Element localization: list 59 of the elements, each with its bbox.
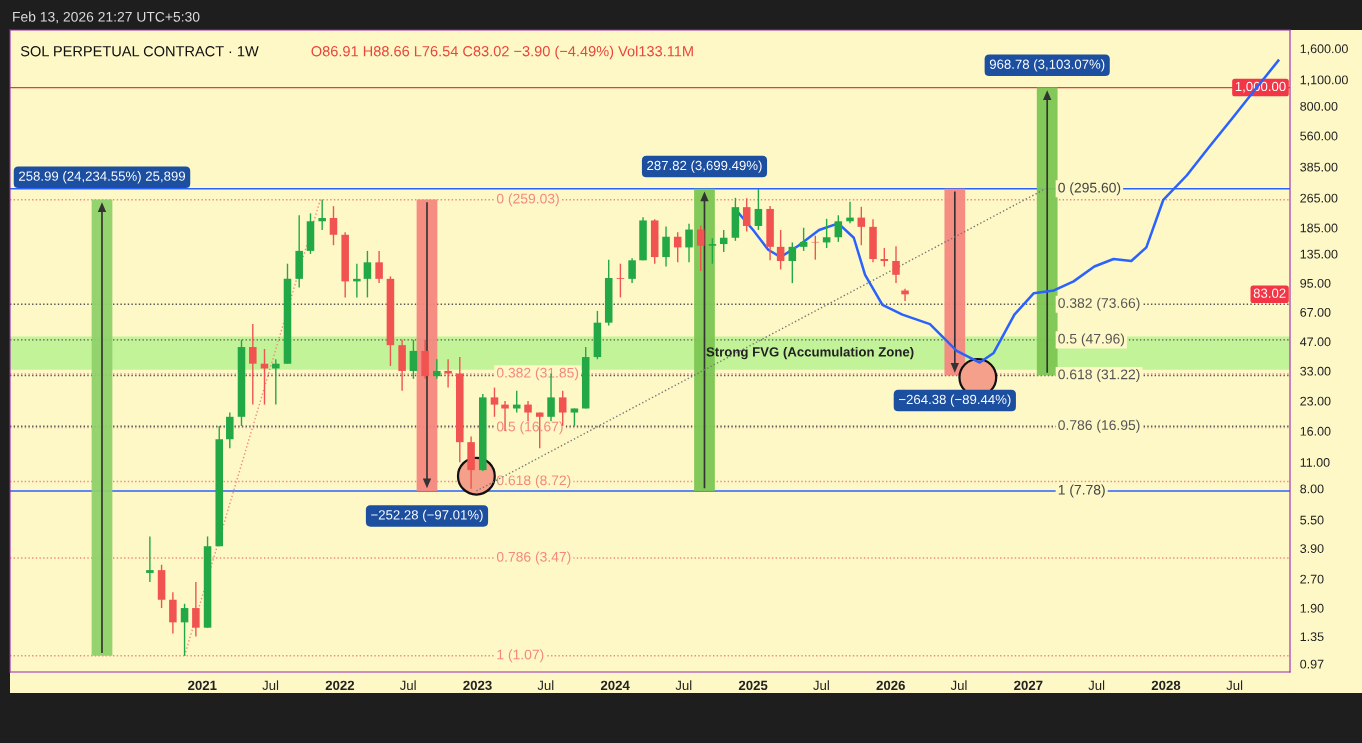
y-tick-label: 11.00 <box>1300 458 1330 467</box>
x-tick-label: Jul <box>262 680 279 691</box>
y-tick-label: 95.00 <box>1300 278 1331 288</box>
annotation: 0 (295.60) <box>1058 182 1121 196</box>
y-tick-label: 800.00 <box>1300 101 1338 111</box>
x-tick-label: 2028 <box>1151 680 1181 691</box>
x-tick-label: Jul <box>1088 680 1105 691</box>
y-tick-label: 135.00 <box>1300 249 1338 259</box>
y-tick-label: 2.70 <box>1300 574 1324 584</box>
text: SOL PERPETUAL CONTRACT · 1W <box>20 46 259 57</box>
annotation: 0.618 (8.72) <box>496 475 571 488</box>
x-tick-label: 2026 <box>876 680 905 691</box>
y-tick-label: 1,600.00 <box>1300 44 1348 55</box>
y-tick-label: 3.90 <box>1300 544 1324 553</box>
x-tick-label: Jul <box>950 680 967 691</box>
y-tick-label: 33.00 <box>1300 366 1331 376</box>
annotation: 0.786 (16.95) <box>1058 419 1140 433</box>
annotation: 0.618 (31.22) <box>1058 369 1140 383</box>
annotation: 0.786 (3.47) <box>496 551 571 565</box>
annotation: 83.02 <box>1253 288 1286 298</box>
y-tick-label: 23.00 <box>1300 396 1331 406</box>
x-tick-label: Jul <box>399 680 416 691</box>
annotation: 0.5 (47.96) <box>1058 333 1125 347</box>
y-tick-label: 67.00 <box>1300 307 1331 317</box>
data-label: 968.78 (3,103.07%) <box>989 59 1105 72</box>
y-tick-label: 0.97 <box>1300 659 1324 669</box>
annotation: 0.382 (31.85) <box>496 367 579 381</box>
x-tick-label: 2027 <box>1014 680 1043 691</box>
x-tick-label: 2025 <box>738 680 768 691</box>
data-label: 287.82 (3,699.49%) <box>647 160 762 173</box>
x-tick-label: Jul <box>675 680 692 691</box>
x-tick-label: Jul <box>813 680 829 691</box>
x-tick-label: Jul <box>1226 680 1243 691</box>
y-tick-label: 47.00 <box>1300 337 1331 347</box>
y-tick-label: 8.00 <box>1300 484 1324 494</box>
x-tick-label: Jul <box>537 680 554 691</box>
annotation: 1 (1.07) <box>497 649 544 663</box>
x-tick-label: 2021 <box>188 680 217 691</box>
y-tick-label: 265.00 <box>1300 193 1338 203</box>
data-label: 258.99 (24,234.55%) 25,899 <box>19 171 186 184</box>
annotation: 0 (259.03) <box>496 193 559 207</box>
text: O86.91 H88.66 L76.54 C83.02 −3.90 (−4.49%) Vol133.11M <box>311 45 693 60</box>
y-tick-label: 1,100.00 <box>1300 75 1348 86</box>
y-tick-label: 1.90 <box>1300 603 1324 613</box>
x-tick-label: 2024 <box>600 680 630 691</box>
y-tick-label: 5.50 <box>1300 515 1324 525</box>
y-tick-label: 185.00 <box>1300 223 1338 233</box>
y-tick-label: 1.35 <box>1300 632 1324 642</box>
text: Feb 13, 2026 21:27 UTC+5:30 <box>13 11 200 24</box>
data-label: −252.28 (−97.01%) <box>371 509 483 523</box>
x-tick-label: 2023 <box>463 680 492 691</box>
y-tick-label: 560.00 <box>1300 131 1338 141</box>
x-tick-label: 2022 <box>325 680 355 691</box>
annotation: 0.382 (73.66) <box>1058 297 1140 311</box>
data-label: −264.38 (−89.44%) <box>898 394 1011 407</box>
annotation: 1 (7.78) <box>1058 484 1105 498</box>
y-tick-label: 385.00 <box>1300 162 1338 172</box>
y-tick-label: 16.00 <box>1300 426 1331 436</box>
band-label: Strong FVG (Accumulation Zone) <box>706 346 914 360</box>
